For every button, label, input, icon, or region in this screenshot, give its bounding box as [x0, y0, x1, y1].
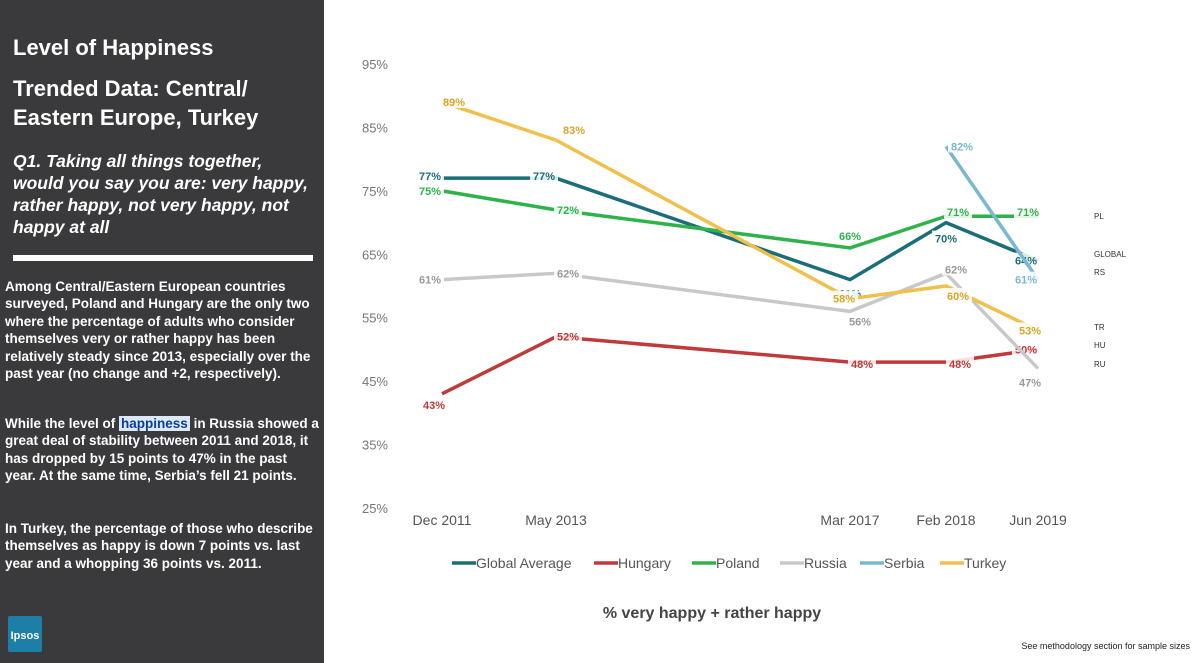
legend-label-global: Global Average [476, 555, 572, 571]
data-label-global: 77% [419, 171, 441, 183]
line-chart: 25% 35% 45% 55% 65% 75% 85% 95% Dec 2011 May 2013… [362, 57, 1127, 622]
data-label-rs: 61% [1015, 275, 1037, 287]
data-label-bg [1016, 374, 1044, 389]
data-label-bg [830, 290, 858, 305]
data-label-bg [946, 356, 974, 371]
p2-text-before: While the level of [5, 416, 120, 431]
data-label-bg [942, 261, 970, 276]
data-label-rs: 82% [951, 141, 973, 153]
ipsos-logo: Ipsos [8, 616, 42, 652]
data-label-pl: 66% [839, 231, 861, 243]
p2-text-after: in Russia showed a great deal of stabili… [5, 416, 319, 484]
data-label-bg [944, 204, 972, 219]
data-label-bg [944, 288, 972, 302]
data-label-bg [848, 356, 876, 371]
page-title: Level of Happiness [13, 35, 214, 60]
data-label-tr: 60% [947, 291, 969, 303]
data-label-tr: 58% [833, 294, 855, 306]
data-label-bg [440, 94, 468, 109]
data-label-bg [1012, 271, 1040, 286]
series-line-pl [441, 189, 1038, 250]
legend-label-rs: Serbia [884, 555, 925, 571]
y-tick-label: 25% [362, 501, 388, 516]
data-label-pl: 71% [947, 207, 969, 219]
data-label-global: 77% [533, 171, 555, 183]
series-line-rs [944, 145, 1040, 281]
series-code-rs: RS [1094, 268, 1105, 277]
series-line-ru [441, 271, 1040, 370]
data-label-bg [1012, 341, 1040, 356]
survey-question: Q1. Taking all things together, would yo… [13, 151, 308, 237]
summary-paragraph-2: While the level of happiness in Russia s… [5, 415, 319, 485]
data-label-hu: 48% [949, 359, 971, 371]
data-label-pl: 75% [419, 186, 441, 198]
data-label-ru: 61% [419, 275, 441, 287]
data-label-bg [1016, 322, 1044, 337]
x-tick-label: Jun 2019 [1009, 512, 1067, 528]
data-label-pl: 72% [557, 205, 579, 217]
data-label-tr: 83% [563, 125, 585, 137]
data-label-bg [846, 313, 874, 328]
y-tick-label: 95% [362, 57, 388, 72]
series-code-pl: PL [1094, 212, 1104, 221]
x-tick-label: Mar 2017 [820, 512, 879, 528]
data-label-bg [416, 182, 444, 197]
y-tick-label: 55% [362, 311, 388, 326]
highlighted-word: happiness [119, 416, 190, 431]
data-label-bg [416, 168, 444, 183]
series-line-global [442, 176, 1039, 282]
summary-paragraph-1: Among Central/Eastern European countries… [5, 279, 311, 382]
footer-note: See methodology section for sample sizes [1021, 641, 1190, 651]
data-label-hu: 48% [851, 359, 873, 371]
legend-label-ru: Russia [804, 555, 847, 571]
data-label-bg [416, 271, 444, 286]
series-code-hu: HU [1094, 341, 1106, 350]
y-tick-label: 65% [362, 247, 388, 262]
x-tick-label: May 2013 [525, 512, 587, 528]
series-code-tr: TR [1094, 323, 1105, 332]
data-label-global: 70% [935, 234, 957, 246]
data-label-ru: 56% [849, 316, 871, 328]
data-label-bg [948, 138, 976, 153]
y-tick-label: 35% [362, 438, 388, 453]
series-code-global: GLOBAL [1094, 250, 1127, 259]
y-tick-label: 45% [362, 374, 388, 389]
x-axis-title: % very happy + rather happy [603, 605, 821, 622]
data-label-bg [1014, 204, 1042, 219]
data-label-bg [554, 201, 582, 216]
summary-paragraph-3: In Turkey, the percentage of those who d… [5, 521, 313, 571]
divider [13, 255, 313, 261]
x-tick-label: Dec 2011 [413, 512, 472, 528]
data-label-ru: 47% [1019, 377, 1041, 389]
data-label-bg [530, 168, 558, 183]
data-label-ru: 62% [557, 268, 579, 280]
data-label-bg [560, 122, 588, 137]
data-label-hu: 43% [423, 400, 445, 412]
left-panel: Level of Happiness Trended Data: Central… [0, 0, 324, 663]
data-label-tr: 53% [1019, 325, 1041, 337]
data-label-bg [554, 265, 582, 280]
data-label-tr: 89% [443, 97, 465, 109]
data-label-ru: 62% [945, 264, 967, 276]
data-label-bg [836, 227, 864, 242]
data-label-bg [932, 230, 960, 245]
series-code-ru: RU [1094, 360, 1106, 369]
page-subtitle: Trended Data: Central/ Eastern Europe, T… [13, 76, 259, 130]
legend-label-hu: Hungary [618, 555, 671, 571]
y-tick-label: 85% [362, 120, 388, 135]
legend-label-tr: Turkey [964, 555, 1006, 571]
legend-label-pl: Poland [716, 555, 760, 571]
data-label-pl: 71% [1017, 207, 1039, 219]
data-label-bg [554, 328, 582, 343]
y-tick-label: 75% [362, 184, 388, 199]
data-label-hu: 52% [557, 332, 579, 344]
data-label-bg [420, 396, 448, 411]
data-label-hu: 50% [1015, 344, 1037, 356]
x-tick-label: Feb 2018 [916, 512, 975, 528]
